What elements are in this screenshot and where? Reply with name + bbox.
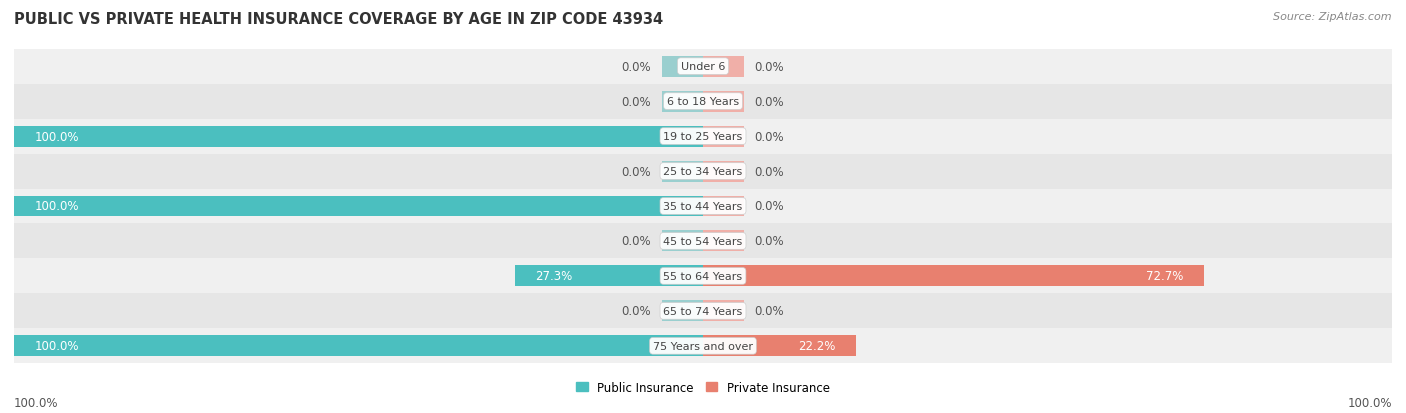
Bar — [14, 119, 1392, 154]
Bar — [703, 335, 856, 356]
Text: 75 Years and over: 75 Years and over — [652, 341, 754, 351]
Text: 6 to 18 Years: 6 to 18 Years — [666, 97, 740, 107]
Bar — [14, 189, 1392, 224]
Bar — [703, 57, 744, 78]
Text: 0.0%: 0.0% — [755, 95, 785, 108]
Bar — [662, 57, 703, 78]
Text: Under 6: Under 6 — [681, 62, 725, 72]
Text: 19 to 25 Years: 19 to 25 Years — [664, 132, 742, 142]
Bar — [662, 301, 703, 322]
Text: 65 to 74 Years: 65 to 74 Years — [664, 306, 742, 316]
Text: 0.0%: 0.0% — [755, 235, 785, 248]
Text: 35 to 44 Years: 35 to 44 Years — [664, 202, 742, 211]
Bar — [703, 301, 744, 322]
Bar — [703, 126, 744, 147]
Text: 100.0%: 100.0% — [1347, 396, 1392, 409]
Text: 0.0%: 0.0% — [621, 305, 651, 318]
Text: 25 to 34 Years: 25 to 34 Years — [664, 166, 742, 177]
Text: 0.0%: 0.0% — [621, 235, 651, 248]
Text: Source: ZipAtlas.com: Source: ZipAtlas.com — [1274, 12, 1392, 22]
Text: 0.0%: 0.0% — [621, 95, 651, 108]
Text: 0.0%: 0.0% — [621, 165, 651, 178]
Text: 100.0%: 100.0% — [35, 339, 79, 352]
Text: 22.2%: 22.2% — [797, 339, 835, 352]
Bar — [14, 329, 1392, 363]
Bar — [703, 91, 744, 112]
Bar — [14, 84, 1392, 119]
Bar — [703, 161, 744, 182]
Bar — [662, 161, 703, 182]
Bar — [14, 50, 1392, 84]
Text: 100.0%: 100.0% — [14, 396, 59, 409]
Text: 55 to 64 Years: 55 to 64 Years — [664, 271, 742, 281]
Text: 0.0%: 0.0% — [755, 165, 785, 178]
Bar — [14, 154, 1392, 189]
Text: 100.0%: 100.0% — [35, 130, 79, 143]
Bar — [662, 91, 703, 112]
Bar — [14, 196, 703, 217]
Text: 0.0%: 0.0% — [755, 200, 785, 213]
Legend: Public Insurance, Private Insurance: Public Insurance, Private Insurance — [571, 376, 835, 399]
Bar — [662, 231, 703, 252]
Bar — [14, 294, 1392, 329]
Bar — [515, 266, 703, 287]
Text: 27.3%: 27.3% — [536, 270, 572, 283]
Text: 0.0%: 0.0% — [621, 61, 651, 74]
Text: PUBLIC VS PRIVATE HEALTH INSURANCE COVERAGE BY AGE IN ZIP CODE 43934: PUBLIC VS PRIVATE HEALTH INSURANCE COVER… — [14, 12, 664, 27]
Text: 45 to 54 Years: 45 to 54 Years — [664, 236, 742, 247]
Bar — [14, 126, 703, 147]
Bar — [703, 231, 744, 252]
Text: 0.0%: 0.0% — [755, 130, 785, 143]
Bar — [703, 196, 744, 217]
Bar — [14, 335, 703, 356]
Text: 0.0%: 0.0% — [755, 305, 785, 318]
Text: 72.7%: 72.7% — [1146, 270, 1184, 283]
Text: 0.0%: 0.0% — [755, 61, 785, 74]
Bar — [703, 266, 1204, 287]
Text: 100.0%: 100.0% — [35, 200, 79, 213]
Bar — [14, 224, 1392, 259]
Bar — [14, 259, 1392, 294]
